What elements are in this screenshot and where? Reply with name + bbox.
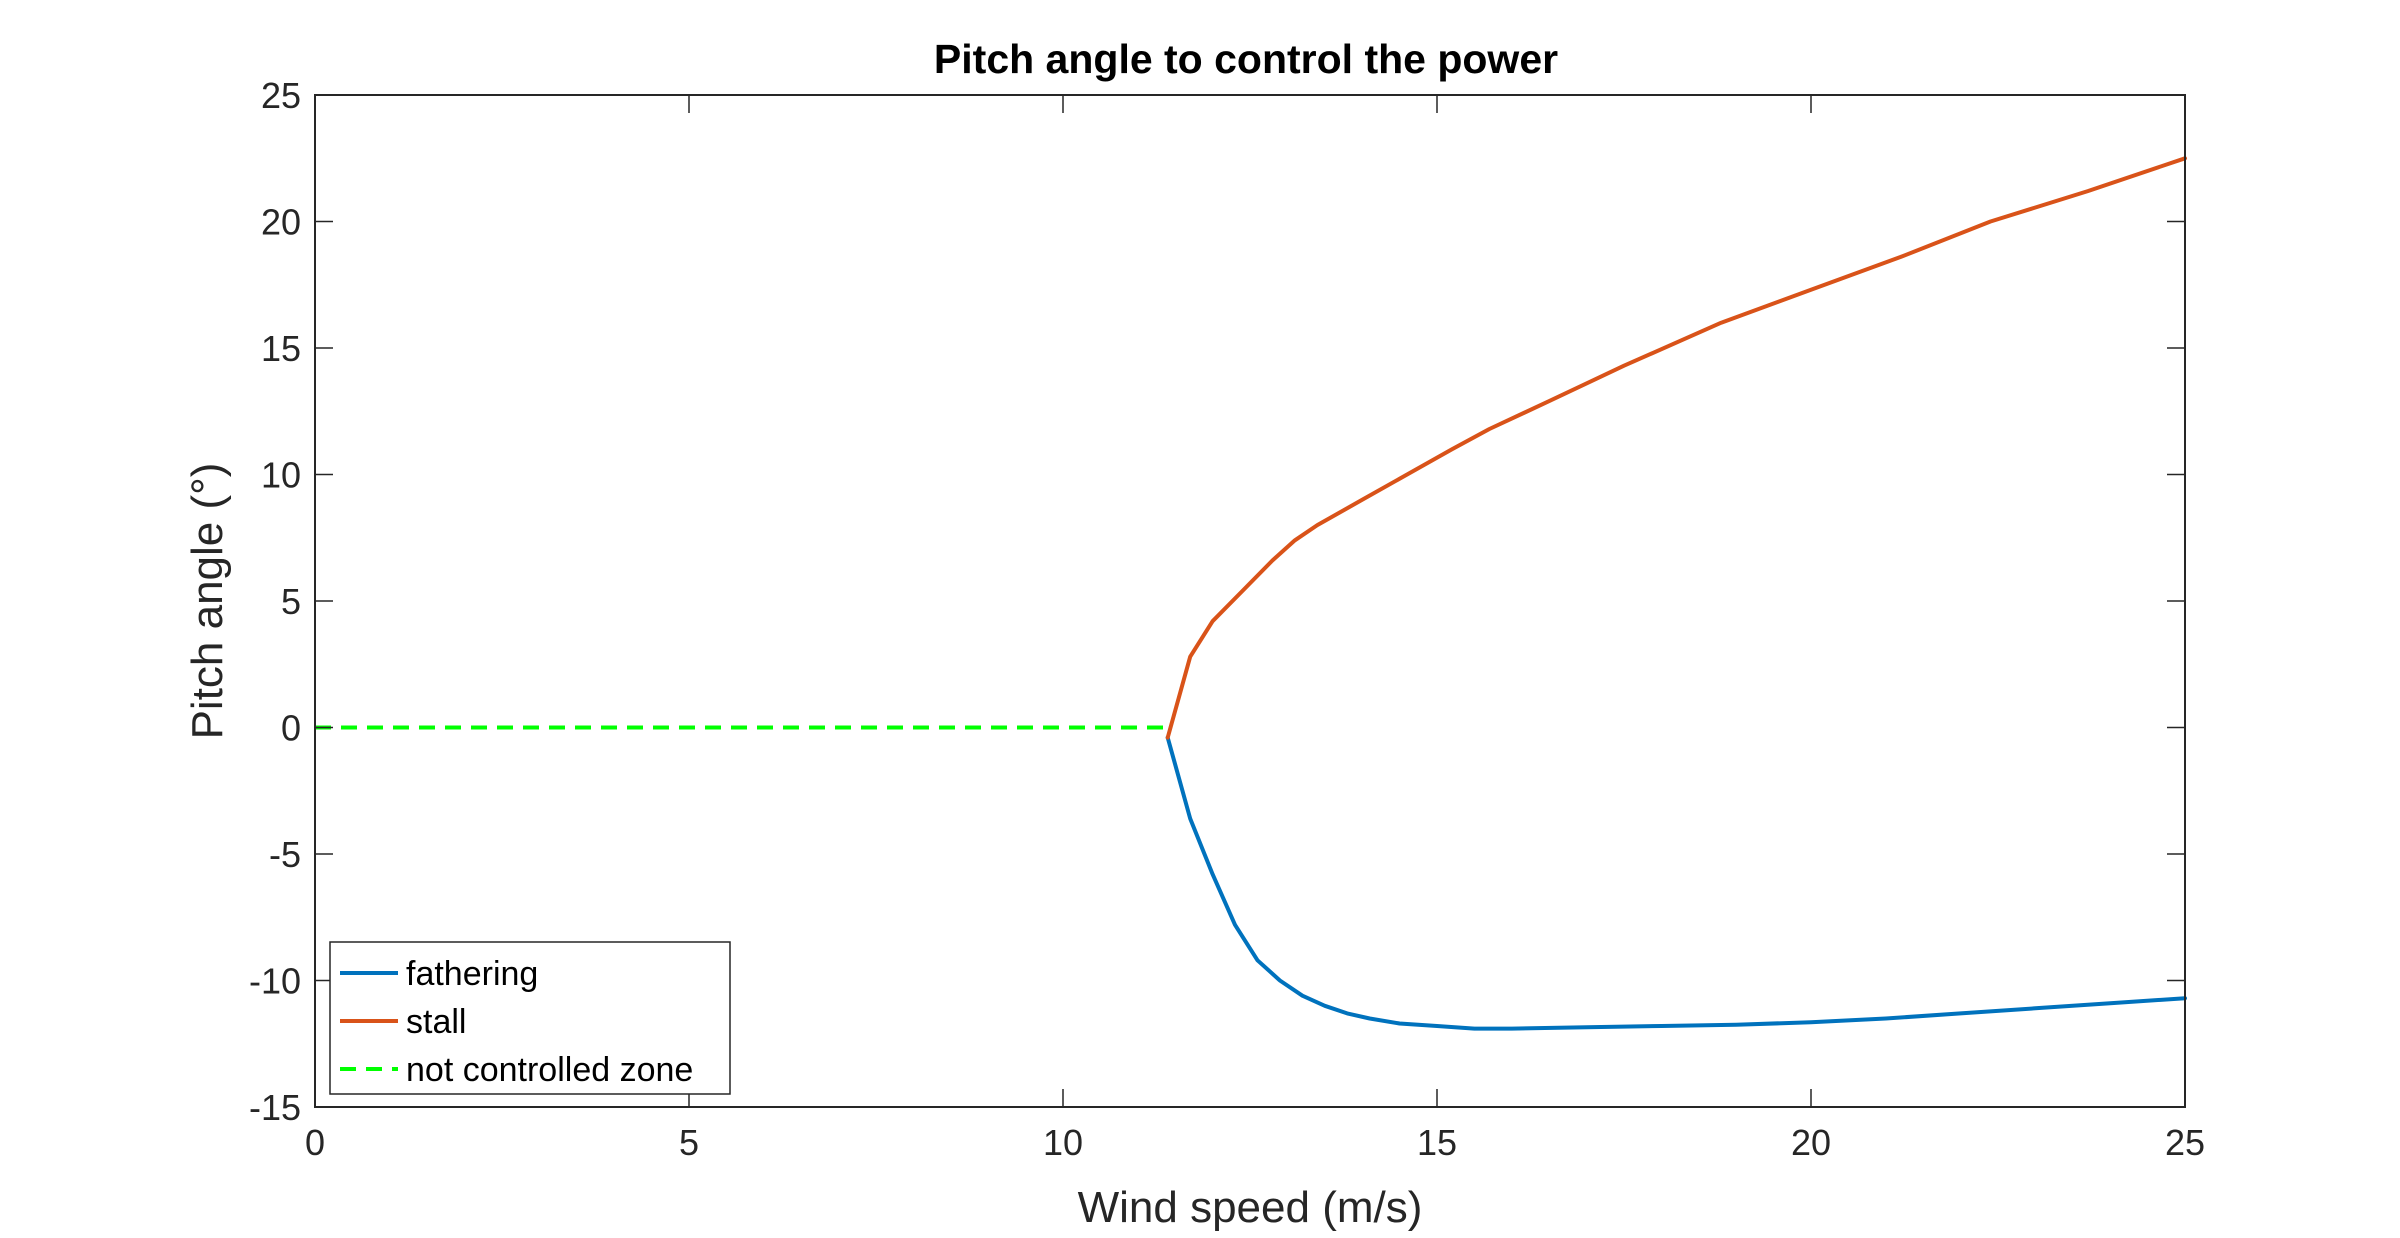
- y-tick-label: 0: [281, 708, 301, 749]
- x-tick-label: 25: [2165, 1122, 2205, 1163]
- series-line-fathering: [1165, 735, 2187, 1031]
- x-tick-label: 15: [1417, 1122, 1457, 1163]
- y-tick-label: -10: [249, 961, 301, 1002]
- legend-entry: not controlled zone: [406, 1051, 693, 1089]
- y-tick-label: -5: [269, 834, 301, 875]
- plot-frame: [314, 94, 2186, 1108]
- x-tick-label: 5: [679, 1122, 699, 1163]
- series-line-stall: [1165, 156, 2187, 740]
- axis-ticks: 0 5 10 15 20 25 -15 -10 -5 0 5 10 15 20 25: [249, 75, 2205, 1163]
- y-tick-label: 20: [261, 202, 301, 243]
- legend-entry: stall: [406, 1003, 466, 1041]
- x-tick-label: 0: [305, 1122, 325, 1163]
- y-tick-label: 15: [261, 328, 301, 369]
- legend-entry: fathering: [406, 955, 538, 993]
- y-axis-label: Pitch angle (°): [183, 463, 232, 740]
- y-tick-label: 5: [281, 581, 301, 622]
- y-tick-label: 25: [261, 75, 301, 116]
- x-tick-label: 10: [1043, 1122, 1083, 1163]
- legend: fathering stall not controlled zone: [329, 941, 731, 1095]
- x-axis-label: Wind speed (m/s): [1078, 1183, 1423, 1232]
- y-tick-label: -15: [249, 1087, 301, 1128]
- chart-title: Pitch angle to control the power: [934, 36, 1558, 82]
- plot-area: [315, 95, 2185, 1107]
- x-tick-label: 20: [1791, 1122, 1831, 1163]
- series-layer: [315, 156, 2187, 1031]
- y-tick-label: 10: [261, 455, 301, 496]
